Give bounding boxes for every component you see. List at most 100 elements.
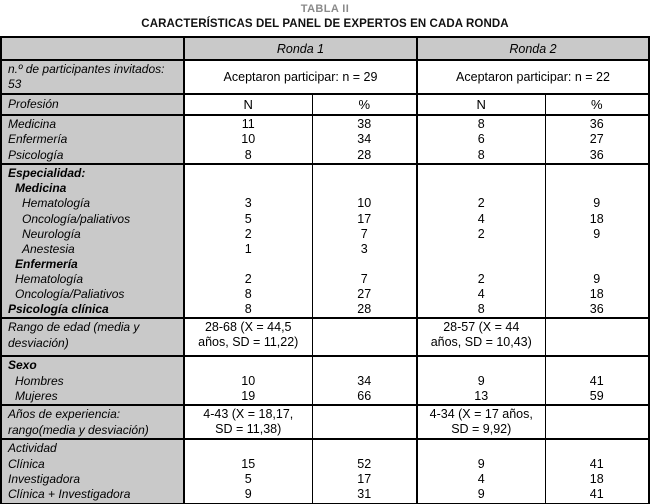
cell-value	[419, 166, 544, 181]
col-n-ronda1: N	[183, 93, 313, 116]
cell-value: 7	[360, 226, 368, 241]
profession-label: Profesión	[8, 96, 59, 111]
row-label-cell: Especialidad: Medicina Hematología Oncologí…	[0, 163, 185, 320]
cell-value: 36	[589, 147, 604, 162]
cell-value: 5	[244, 211, 252, 226]
value-cell: 10 17 7 3 7 27 28	[311, 163, 418, 320]
cell-value: 7	[360, 271, 368, 286]
cell-value: 38	[357, 117, 372, 131]
cell-value: 4-34 (X = 17 años,	[429, 407, 533, 422]
cell-value: 9	[593, 226, 601, 241]
cell-value: 28-57 (X = 44	[443, 320, 520, 335]
cell-value	[185, 181, 311, 196]
cell-value: 4	[477, 286, 485, 301]
row-label: Psicología	[8, 147, 64, 162]
cell-value: 17	[357, 211, 372, 226]
cell-value: 9	[477, 373, 485, 388]
value-cell	[544, 317, 650, 358]
value-cell: 38 34 28	[311, 113, 418, 166]
row-label-cell: Actividad Clínica Investigadora Clínica + I…	[0, 438, 185, 504]
cell-value: 41	[589, 456, 604, 471]
row-label: Enfermería	[8, 132, 68, 147]
cell-value: 10	[357, 196, 372, 211]
cell-value	[419, 242, 544, 257]
cell-value: 28-68 (X = 44,5	[204, 320, 292, 335]
cell-value	[313, 441, 416, 456]
section-sexo: Sexo Hombres Mujeres 10 19 34 66 9 13 41 59	[0, 355, 650, 407]
row-label: Clínica	[8, 456, 45, 471]
cell-value: 36	[589, 302, 604, 317]
cell-value: 41	[589, 373, 604, 388]
round-header-row: Ronda 1 Ronda 2	[0, 36, 650, 61]
cell-value: 2	[244, 226, 252, 241]
cell-value	[185, 166, 311, 181]
cell-value	[313, 358, 416, 373]
cell-value: 11	[241, 117, 255, 131]
section-rango-edad: Rango de edad (media y desviación) 28-68 (…	[0, 317, 650, 358]
cell-value: 3	[360, 241, 368, 256]
cell-value: 8	[244, 286, 252, 301]
value-cell: 9 18 9 9 18 36	[544, 163, 650, 320]
cell-value: SD = 9,92)	[451, 422, 512, 437]
cell-value: 17	[357, 472, 372, 487]
row-label: Especialidad:	[8, 166, 86, 181]
cell-value: 2	[477, 196, 485, 211]
row-label: desviación)	[8, 335, 69, 350]
cell-value	[313, 257, 416, 272]
row-label: Años de experiencia:	[8, 407, 121, 422]
cell-value: años, SD = 11,22)	[198, 335, 299, 350]
corner-cell	[0, 36, 185, 61]
cell-value: 8	[477, 147, 485, 162]
cell-value: 27	[357, 286, 372, 301]
row-label-cell: Rango de edad (media y desviación)	[0, 317, 185, 358]
cell-value: 1	[244, 241, 252, 256]
cell-value: 3	[244, 196, 252, 211]
row-label-cell: Medicina Enfermería Psicología	[0, 113, 185, 166]
accepted-ronda2-cell: Aceptaron participar: n = 22	[416, 59, 650, 95]
row-label: Hematología	[22, 196, 91, 211]
value-cell: 15 5 9	[183, 438, 313, 504]
row-label: Medicina	[15, 181, 67, 196]
cell-value: 4	[477, 211, 485, 226]
cell-value	[419, 441, 544, 456]
cell-value: 66	[357, 389, 372, 404]
row-label: Investigadora	[8, 472, 81, 487]
cell-value: 10	[241, 132, 256, 147]
cell-value: 2	[477, 226, 485, 241]
accepted-ronda1-cell: Aceptaron participar: n = 29	[183, 59, 418, 95]
cell-value: 9	[244, 487, 252, 502]
row-label: Sexo	[8, 358, 37, 373]
row-label: Hombres	[15, 373, 64, 388]
cell-value: 8	[244, 147, 252, 162]
cell-value: 19	[241, 389, 256, 404]
row-label: Hematología	[15, 271, 84, 286]
cell-value: 41	[589, 487, 604, 502]
row-label: Enfermería	[15, 256, 78, 271]
value-cell: 10 19	[183, 355, 313, 407]
cell-value: 13	[474, 389, 489, 404]
row-label: Anestesia	[22, 241, 75, 256]
cell-value	[313, 166, 416, 181]
participants-label-cell: n.º de participantes invitados: 53	[0, 59, 185, 95]
col-pct-ronda2: %	[544, 93, 650, 116]
cell-value: 9	[477, 487, 485, 502]
value-cell: 28-68 (X = 44,5 años, SD = 11,22)	[183, 317, 313, 358]
cell-value: 9	[477, 456, 485, 471]
row-label-cell: Sexo Hombres Mujeres	[0, 355, 185, 407]
table-body: Ronda 1 Ronda 2 n.º de participantes inv…	[0, 36, 650, 504]
cell-value: 34	[357, 132, 372, 147]
value-cell	[544, 404, 650, 441]
col-pct-ronda1: %	[311, 93, 418, 116]
row-label: Medicina	[8, 117, 57, 131]
participants-label-line2: 53	[8, 77, 22, 92]
cell-value	[546, 257, 648, 272]
table-number: TABLA II	[300, 3, 350, 15]
cell-value: 36	[589, 117, 604, 131]
row-label-cell: Años de experiencia: rango(media y desvia…	[0, 404, 185, 441]
cell-value	[546, 358, 648, 373]
cell-value: 18	[589, 472, 604, 487]
cell-value: 18	[589, 211, 604, 226]
